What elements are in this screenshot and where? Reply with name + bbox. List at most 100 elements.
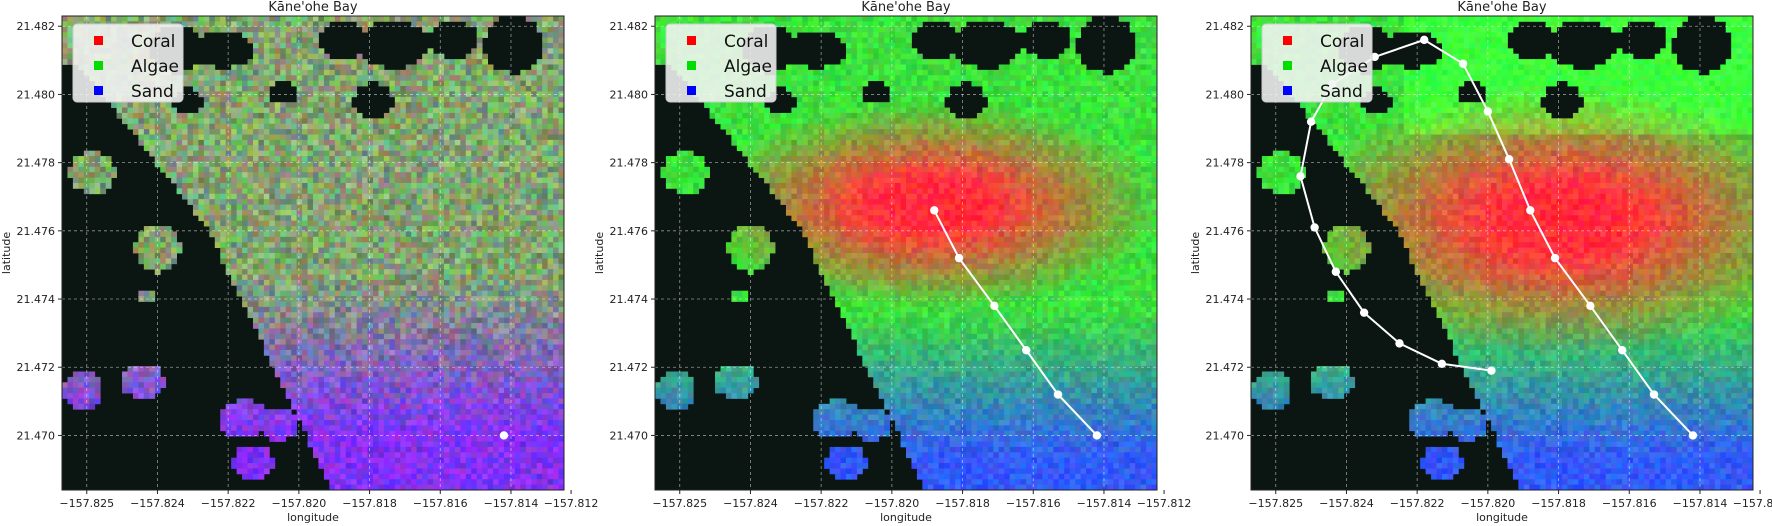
y-tick-label: 21.478 <box>17 157 56 170</box>
y-tick-label: 21.470 <box>1206 429 1245 442</box>
x-tick-label: −157.824 <box>130 497 185 510</box>
survey-path-line <box>933 209 1098 437</box>
legend-marker-sand <box>94 86 103 95</box>
legend-label-sand: Sand <box>1320 82 1363 102</box>
y-tick-label: 21.472 <box>17 361 56 374</box>
y-tick-label: 21.474 <box>17 293 56 306</box>
legend-label-coral: Coral <box>1320 32 1364 52</box>
survey-path-line <box>1299 38 1694 437</box>
x-tick-label: −157.824 <box>723 497 778 510</box>
x-axis-label: longitude <box>880 511 932 524</box>
legend-label-sand: Sand <box>131 82 174 102</box>
y-tick-label: 21.470 <box>610 429 649 442</box>
y-tick-label: 21.474 <box>610 293 649 306</box>
y-tick-label: 21.478 <box>610 157 649 170</box>
chart-panel-3: Coral Algae Sand Kāne'ohe Bay −157.825 −157.8… <box>1189 0 1772 524</box>
y-tick-label: 21.480 <box>17 88 56 101</box>
survey-path-point-2 <box>1053 390 1063 399</box>
x-tick-label: −157.822 <box>201 497 256 510</box>
survey-path-point-16 <box>1331 267 1341 276</box>
x-tick-label: −157.825 <box>1248 497 1303 510</box>
legend: Coral Algae Sand <box>1261 23 1373 103</box>
x-tick-label: −157.820 <box>271 497 326 510</box>
legend-marker-coral <box>94 36 103 45</box>
survey-path-point-4 <box>990 301 999 311</box>
survey-path-point-3 <box>1021 345 1031 355</box>
y-tick-label: 21.472 <box>1206 361 1245 374</box>
survey-path-point-1 <box>1092 431 1102 440</box>
survey-path-point-5 <box>1550 253 1560 263</box>
survey-path-point-1 <box>1688 431 1698 440</box>
survey-path-point-9 <box>1458 59 1468 68</box>
y-tick-label: 21.476 <box>610 225 649 238</box>
legend-marker-coral <box>1283 36 1292 45</box>
survey-path-point-18 <box>1395 339 1404 348</box>
legend-label-algae: Algae <box>1320 57 1368 77</box>
x-tick-label: −157.814 <box>1673 497 1728 510</box>
heatmap-cells <box>655 16 1157 490</box>
y-tick-label: 21.482 <box>17 20 56 33</box>
chart-panel-2: Coral Algae Sand Kāne'ohe Bay −157.825 −157.8… <box>593 0 1191 524</box>
chart-title: Kāne'ohe Bay <box>861 0 951 15</box>
survey-path-point-19 <box>1437 359 1447 369</box>
y-tick-label: 21.474 <box>1206 293 1245 306</box>
survey-path-point-1 <box>499 431 509 440</box>
legend: Coral Algae Sand <box>72 23 184 103</box>
axes-frame <box>1250 15 1754 491</box>
x-tick-label: −157.820 <box>864 497 919 510</box>
chart-panel-1: Coral Algae Sand Kāne'ohe Bay −157.825 −157.8… <box>0 0 598 524</box>
survey-path-point-15 <box>1310 223 1319 232</box>
survey-path-point-8 <box>1483 107 1493 116</box>
survey-path-point-10 <box>1420 35 1429 45</box>
x-tick-label: −157.814 <box>1077 497 1132 510</box>
y-tick-label: 21.482 <box>610 20 649 33</box>
x-tick-label: −157.814 <box>484 497 539 510</box>
chart-title: Kāne'ohe Bay <box>268 0 358 15</box>
x-tick-label: −157.824 <box>1319 497 1374 510</box>
y-tick-label: 21.476 <box>1206 225 1245 238</box>
legend-marker-algae <box>687 61 696 70</box>
y-tick-label: 21.480 <box>1206 88 1245 101</box>
y-tick-label: 21.482 <box>1206 20 1245 33</box>
survey-path-point-3 <box>1617 345 1627 355</box>
y-tick-label: 21.478 <box>1206 157 1245 170</box>
x-tick-label: −157.825 <box>652 497 707 510</box>
legend-marker-sand <box>687 86 696 95</box>
x-axis-label: longitude <box>1476 511 1528 524</box>
x-axis-label: longitude <box>287 511 339 524</box>
legend-marker-sand <box>1283 86 1292 95</box>
x-tick-label: −157.818 <box>342 497 397 510</box>
y-tick-label: 21.472 <box>610 361 649 374</box>
legend-label-sand: Sand <box>724 82 767 102</box>
y-axis-label: latitude <box>593 232 606 274</box>
legend-label-algae: Algae <box>131 57 179 77</box>
axes-frame <box>654 15 1158 491</box>
y-tick-label: 21.476 <box>17 225 56 238</box>
x-tick-label: −157.812 <box>544 497 599 510</box>
legend-marker-coral <box>687 36 696 45</box>
survey-path-point-5 <box>954 253 964 263</box>
chart-title: Kāne'ohe Bay <box>1457 0 1547 15</box>
x-tick-label: −157.812 <box>1733 497 1772 510</box>
y-axis-label: latitude <box>1189 232 1202 274</box>
x-tick-label: −157.818 <box>935 497 990 510</box>
y-axis-label: latitude <box>0 232 13 274</box>
legend: Coral Algae Sand <box>665 23 777 103</box>
x-tick-label: −157.822 <box>794 497 849 510</box>
legend-label-coral: Coral <box>131 32 175 52</box>
survey-path-point-7 <box>1504 155 1514 164</box>
x-tick-label: −157.820 <box>1460 497 1515 510</box>
survey-path-point-14 <box>1296 172 1305 181</box>
x-tick-label: −157.816 <box>413 497 468 510</box>
survey-path-point-11 <box>1370 52 1379 62</box>
axes-frame <box>61 15 565 491</box>
survey-path-point-4 <box>1586 301 1595 311</box>
x-tick-label: −157.812 <box>1137 497 1192 510</box>
x-tick-label: −157.816 <box>1006 497 1061 510</box>
survey-path-point-2 <box>1649 390 1659 399</box>
y-tick-label: 21.480 <box>610 88 649 101</box>
x-tick-label: −157.816 <box>1602 497 1657 510</box>
legend-label-algae: Algae <box>724 57 772 77</box>
survey-path-point-20 <box>1487 366 1496 375</box>
